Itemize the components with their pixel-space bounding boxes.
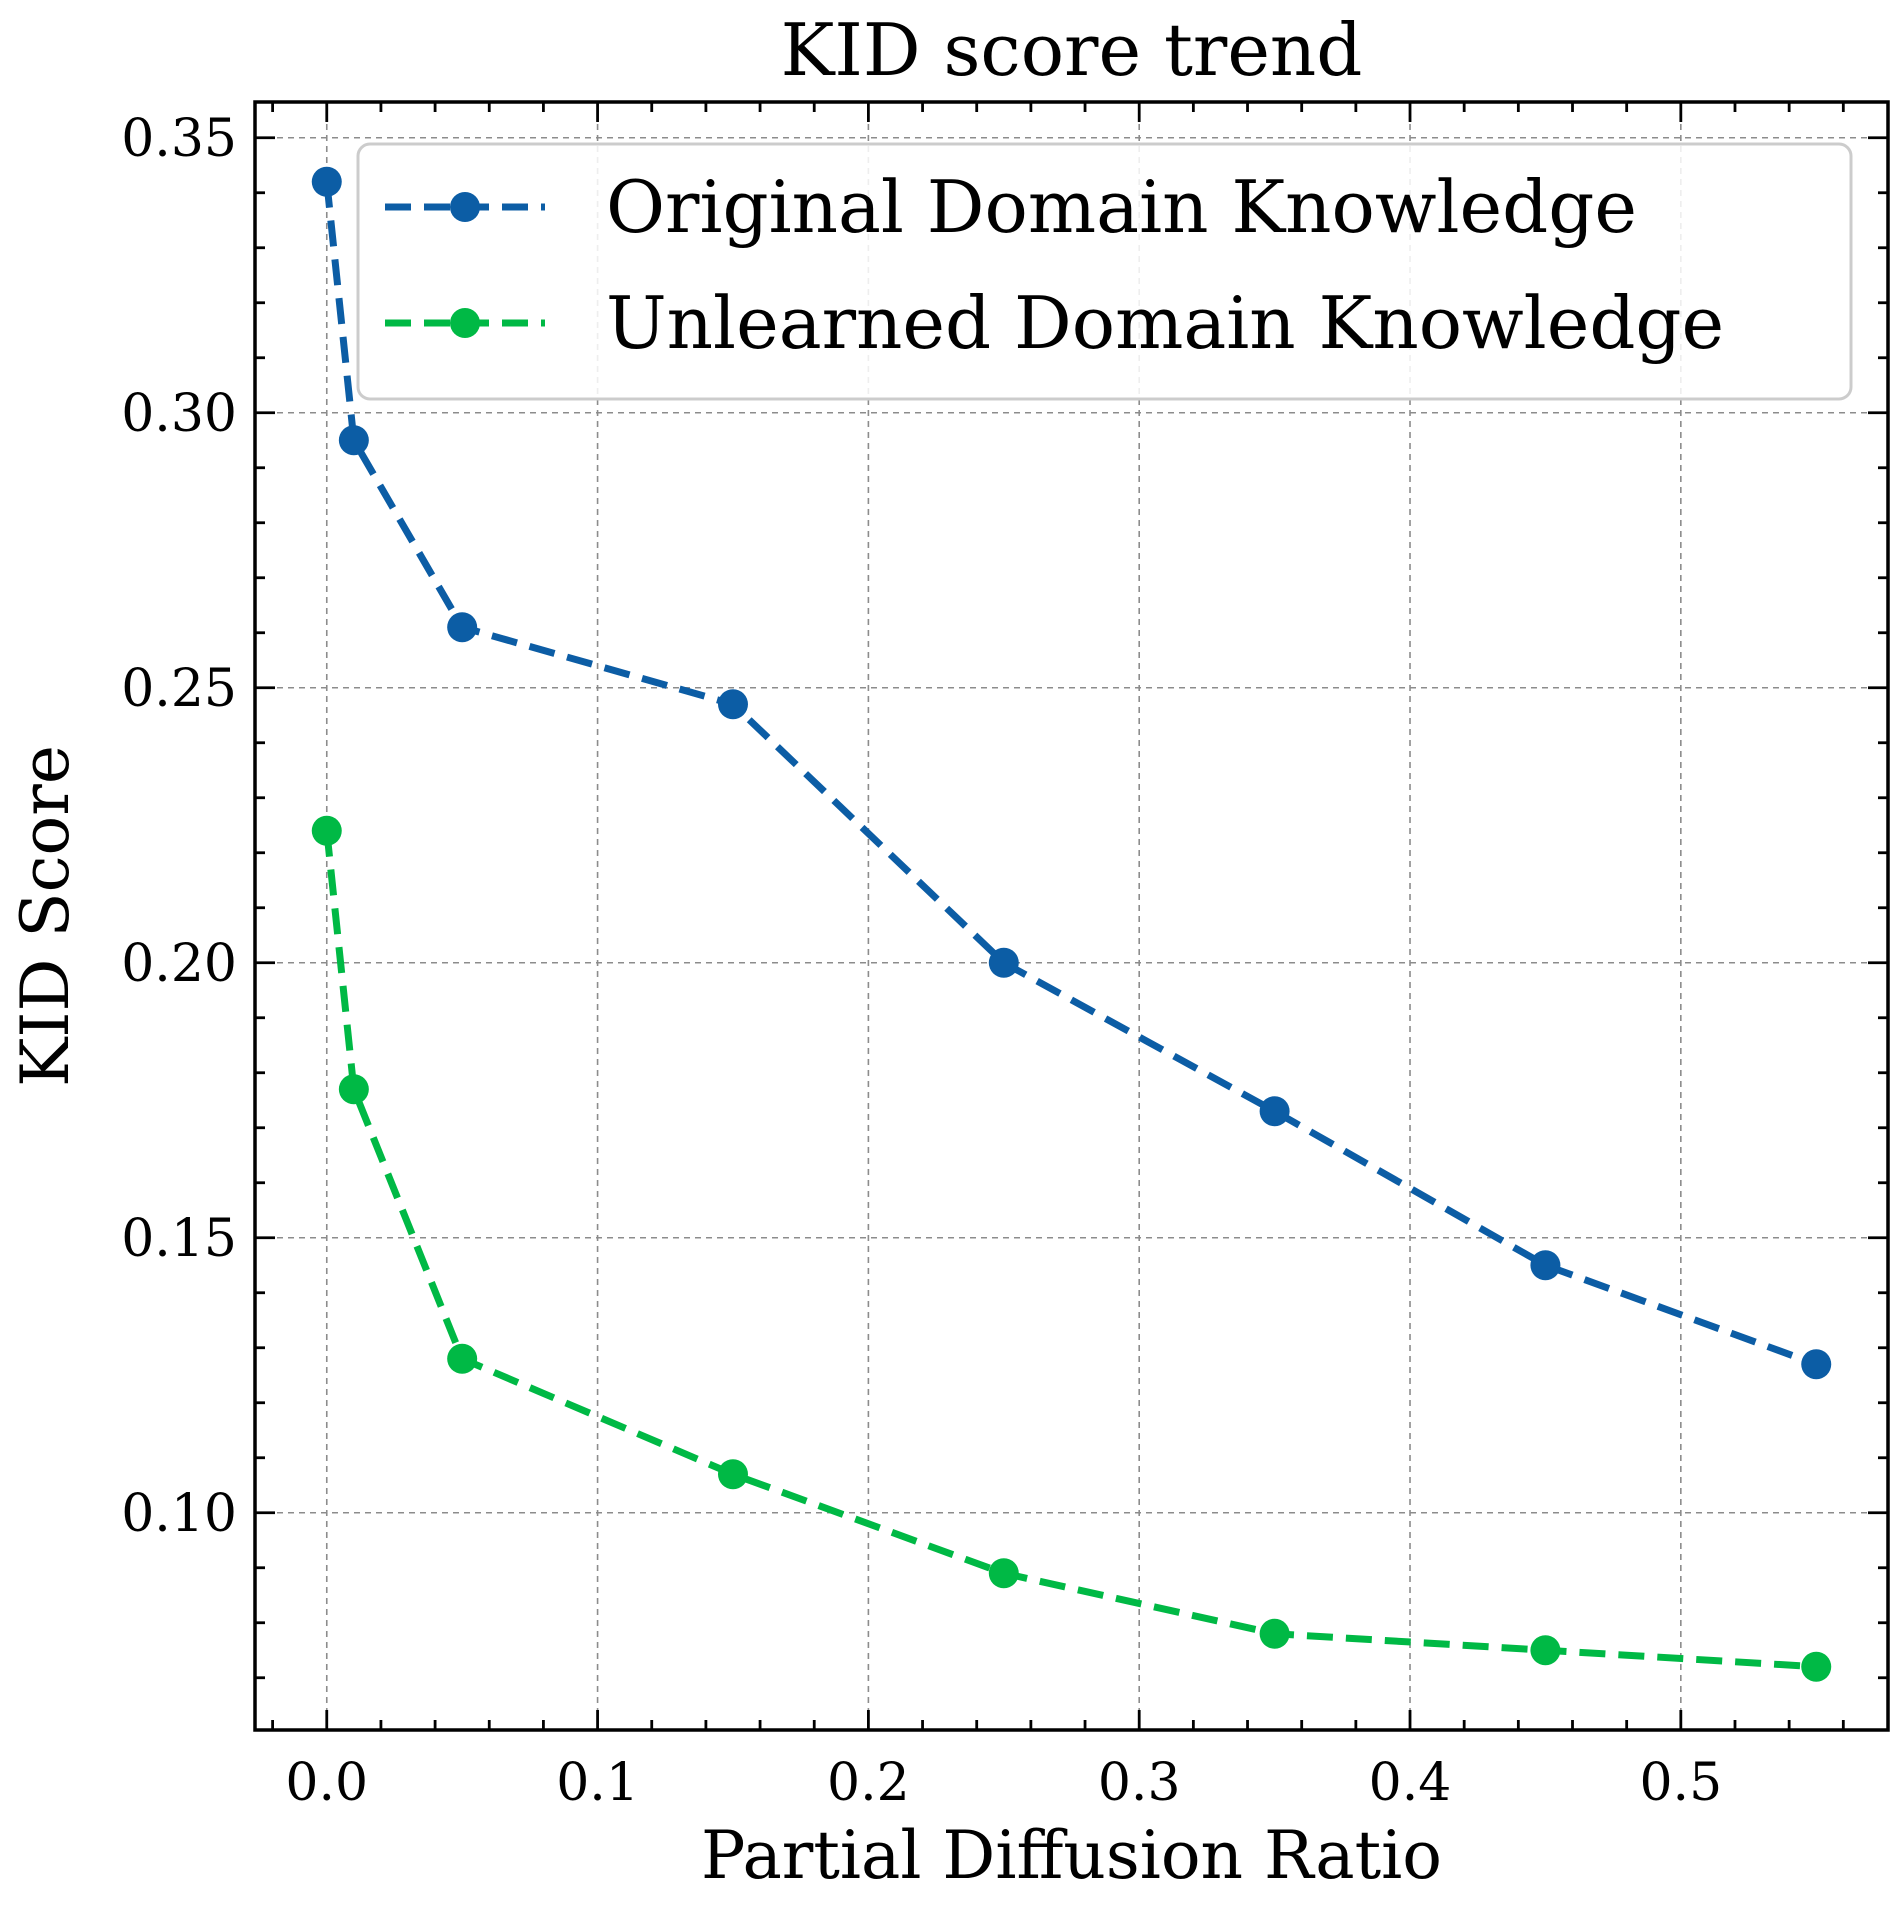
data-point [311, 815, 342, 846]
data-point [447, 612, 478, 643]
legend: Original Domain Knowledge Unlearned Domai… [356, 142, 1853, 401]
legend-entry: Original Domain Knowledge [385, 165, 1637, 249]
legend-label: Original Domain Knowledge [606, 165, 1637, 249]
legend-box [356, 142, 1853, 401]
series-line [323, 181, 1818, 1368]
y-tick-label: 0.15 [121, 1209, 237, 1269]
x-tick-label: 0.3 [1098, 1753, 1181, 1813]
x-tick-label: 0.5 [1639, 1753, 1722, 1813]
x-tick-label: 0.0 [285, 1753, 368, 1813]
y-tick-label: 0.25 [121, 659, 237, 719]
y-tick-label: 0.20 [121, 934, 237, 994]
legend-entry: Unlearned Domain Knowledge [385, 281, 1724, 365]
legend-marker [450, 308, 480, 338]
series-unlearned-domain-knowledge [311, 815, 1832, 1682]
data-point [988, 947, 1019, 978]
labels-layer: 0.0 0.1 0.2 0.3 0.4 0.5 0.10 0.15 0.20 0.25 0.30 0.… [121, 109, 1722, 1813]
x-axis-title: Partial Diffusion Ratio [701, 1817, 1442, 1894]
data-point [717, 1459, 748, 1490]
legend-marker [450, 192, 480, 222]
x-tick-label: 0.2 [827, 1753, 910, 1813]
data-point [1530, 1250, 1561, 1281]
y-tick-label: 0.35 [121, 109, 237, 169]
data-point [338, 425, 369, 456]
data-point [447, 1343, 478, 1374]
data-point [1801, 1651, 1832, 1682]
plot-frame [253, 100, 1890, 1732]
data-point [1259, 1618, 1290, 1649]
chart-title: KID score trend [781, 8, 1363, 92]
x-tick-label: 0.4 [1369, 1753, 1452, 1813]
data-point [311, 166, 342, 197]
series-layer [311, 166, 1832, 1682]
legend-label: Unlearned Domain Knowledge [606, 281, 1724, 365]
y-tick-label: 0.30 [121, 384, 237, 444]
legend-entries: Original Domain Knowledge Unlearned Domai… [385, 165, 1724, 365]
x-tick-label: 0.1 [556, 1753, 639, 1813]
data-point [988, 1558, 1019, 1589]
data-point [338, 1074, 369, 1105]
series-line [323, 830, 1817, 1671]
data-point [717, 689, 748, 720]
y-axis-title: KID Score [7, 745, 84, 1087]
grid-layer [255, 102, 1888, 1730]
series-original-domain-knowledge [311, 166, 1832, 1380]
y-tick-label: 0.10 [121, 1484, 237, 1544]
data-point [1530, 1635, 1561, 1666]
data-point [1801, 1349, 1832, 1380]
data-point [1259, 1096, 1290, 1127]
